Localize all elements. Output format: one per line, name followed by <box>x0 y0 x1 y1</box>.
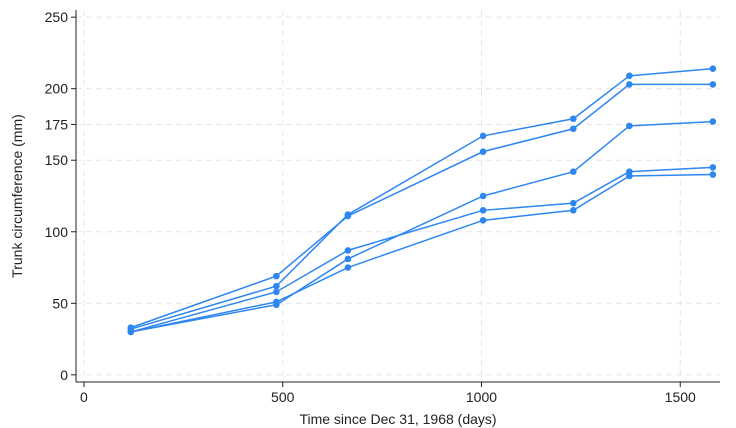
data-point <box>626 172 633 180</box>
data-point <box>709 171 717 178</box>
x-ticks: 0 500 1000 1500 <box>80 382 696 405</box>
data-point <box>626 72 633 80</box>
data-point <box>570 199 577 207</box>
data-point <box>479 217 487 224</box>
y-tick-label: 150 <box>45 152 69 168</box>
data-point <box>709 118 717 125</box>
data-point <box>479 192 487 200</box>
y-tick-label: 50 <box>52 295 68 311</box>
data-point <box>479 148 487 155</box>
data-point <box>127 328 135 336</box>
data-point <box>626 122 633 130</box>
series-line <box>130 67 713 330</box>
series-3 <box>127 171 717 336</box>
data-point <box>344 211 352 218</box>
y-ticks: 0 50 100 150 175 200 250 <box>45 9 76 383</box>
grid-lines <box>76 10 720 382</box>
data-point <box>570 125 577 133</box>
series-line <box>130 120 713 333</box>
series-4 <box>127 65 717 333</box>
data-point <box>273 282 280 290</box>
data-point <box>273 301 280 309</box>
series-5 <box>127 118 717 336</box>
series-line <box>130 83 713 329</box>
y-tick-label: 100 <box>45 224 69 240</box>
data-point <box>709 164 717 171</box>
data-point <box>479 132 487 140</box>
series-line <box>130 166 713 333</box>
data-point <box>344 247 352 254</box>
data-point <box>570 115 577 123</box>
y-tick-label: 250 <box>45 9 69 25</box>
data-point <box>344 264 352 271</box>
x-tick-label: 1000 <box>466 389 497 405</box>
y-axis-title: Trunk circumference (mm) <box>9 114 25 278</box>
y-tick-label: 0 <box>60 367 68 383</box>
data-point <box>709 65 717 72</box>
series-2 <box>127 81 717 331</box>
data-point <box>570 207 577 214</box>
axes <box>75 10 720 383</box>
data-point <box>479 207 487 214</box>
data-point <box>344 255 352 263</box>
x-tick-label: 0 <box>80 389 88 405</box>
data-point <box>626 81 633 88</box>
y-tick-label: 200 <box>45 81 69 97</box>
y-tick-label: 175 <box>45 116 69 132</box>
series-lines <box>127 65 717 336</box>
x-tick-label: 500 <box>271 389 295 405</box>
data-point <box>570 168 577 175</box>
x-axis-title: Time since Dec 31, 1968 (days) <box>299 411 496 427</box>
data-point <box>273 272 280 280</box>
series-1 <box>127 164 717 336</box>
data-point <box>273 288 280 296</box>
data-point <box>709 81 717 88</box>
x-tick-label: 1500 <box>665 389 696 405</box>
